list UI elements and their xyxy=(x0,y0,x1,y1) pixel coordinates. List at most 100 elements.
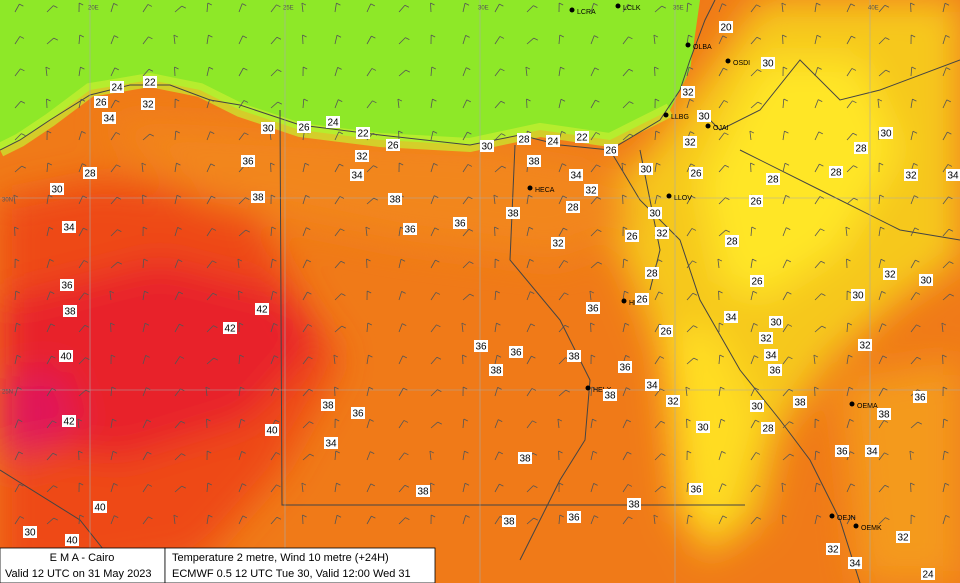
grid-label: 35E xyxy=(673,6,684,12)
barb xyxy=(750,323,755,333)
barb xyxy=(590,196,598,205)
temperature: 36 xyxy=(454,219,466,230)
barb-flag xyxy=(658,291,663,295)
temperature: 22 xyxy=(144,78,156,89)
barb-flag xyxy=(53,37,58,41)
temperature: 36 xyxy=(475,342,487,353)
temp-box xyxy=(689,483,703,495)
temperature: 26 xyxy=(387,141,399,152)
barb-flag xyxy=(465,35,470,38)
barb-flag xyxy=(752,258,757,262)
barb-flag xyxy=(946,99,951,103)
barb-flag xyxy=(398,130,403,134)
barb-flag xyxy=(242,3,247,6)
temperature: 38 xyxy=(528,157,540,168)
barb-flag xyxy=(945,35,950,38)
barb xyxy=(46,485,54,493)
barb xyxy=(845,227,848,237)
barb-flag xyxy=(238,290,243,294)
barb-flag xyxy=(400,258,406,262)
barb xyxy=(526,355,532,365)
temperature: 42 xyxy=(256,305,268,316)
barb xyxy=(46,259,51,269)
barb-flag xyxy=(911,66,916,70)
temp-box xyxy=(759,332,773,344)
temp-box xyxy=(655,227,669,239)
barb xyxy=(462,196,469,205)
barb-flag xyxy=(401,291,406,294)
barb-flag xyxy=(719,354,724,358)
barb-flag xyxy=(179,323,184,327)
temp-box xyxy=(854,142,868,154)
temp-box xyxy=(750,400,764,412)
barb-flag xyxy=(560,98,566,102)
temp-box xyxy=(635,293,649,305)
barb-flag xyxy=(689,99,694,102)
barb xyxy=(814,450,817,461)
barb-flag xyxy=(145,355,150,358)
temperature: 26 xyxy=(690,169,702,180)
barb xyxy=(46,420,53,429)
barb-flag xyxy=(595,132,601,135)
barb xyxy=(942,515,947,525)
station-label: LCLK xyxy=(623,5,641,12)
barb xyxy=(398,227,401,237)
barb xyxy=(814,67,819,77)
barb xyxy=(398,291,403,301)
barb xyxy=(750,387,756,397)
barb xyxy=(46,517,55,525)
barb-flag xyxy=(144,290,149,294)
barb xyxy=(14,165,23,173)
barb-flag xyxy=(174,66,179,70)
barb xyxy=(526,227,530,237)
barb-flag xyxy=(557,418,563,422)
temperature: 32 xyxy=(884,270,896,281)
barb-flag xyxy=(756,484,761,488)
barb xyxy=(622,133,631,141)
temperature: 26 xyxy=(636,295,648,306)
barb-flag xyxy=(274,387,279,391)
barb-flag xyxy=(432,130,438,134)
temp-box xyxy=(618,361,632,373)
barb-flag xyxy=(532,420,537,424)
barb-flag xyxy=(79,34,84,38)
barb-flag xyxy=(115,132,121,135)
barb xyxy=(366,387,370,397)
barb xyxy=(78,131,83,141)
barb xyxy=(270,36,278,45)
barb-flag xyxy=(624,290,629,294)
barb xyxy=(718,164,726,173)
temp-box xyxy=(761,422,775,434)
temperature: 30 xyxy=(762,59,774,70)
barb-flag xyxy=(559,514,564,518)
temperature: 38 xyxy=(417,487,429,498)
barb xyxy=(174,5,183,13)
temperature: 38 xyxy=(490,366,502,377)
barb xyxy=(493,195,496,205)
barb xyxy=(558,99,562,109)
temp-box xyxy=(551,237,565,249)
barb-flag xyxy=(754,387,759,391)
temp-box xyxy=(645,379,659,391)
barb xyxy=(526,388,533,397)
barb-flag xyxy=(722,3,727,6)
temp-box xyxy=(102,112,116,124)
barb-flag xyxy=(16,354,22,358)
barb-flag xyxy=(592,418,597,422)
barb xyxy=(238,132,245,141)
barb-flag xyxy=(341,293,346,296)
barb xyxy=(590,483,595,493)
barb-flag xyxy=(947,131,952,135)
barb-flag xyxy=(656,162,661,166)
temperature: 38 xyxy=(878,410,890,421)
barb-flag xyxy=(212,292,218,296)
barb xyxy=(398,37,406,45)
barb-flag xyxy=(685,386,691,390)
barb-flag xyxy=(851,515,856,519)
barb-flag xyxy=(914,195,919,198)
temp-box xyxy=(829,166,843,178)
temperature: 26 xyxy=(95,98,107,109)
barb-flag xyxy=(594,67,599,71)
temp-box xyxy=(648,207,662,219)
barb-flag xyxy=(725,197,730,200)
